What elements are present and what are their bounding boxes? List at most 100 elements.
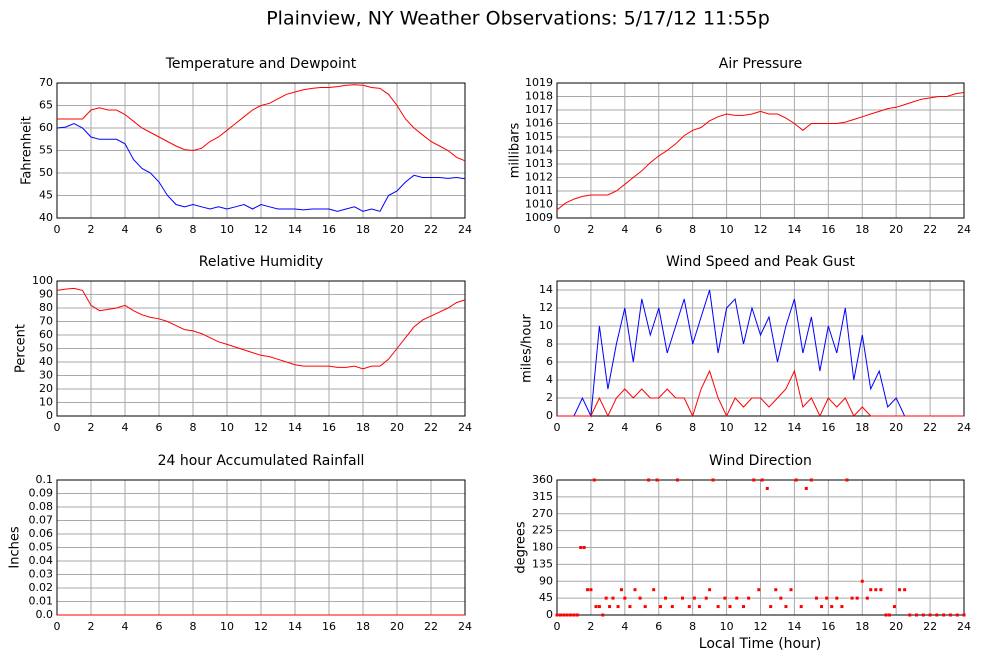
- y-tick-label: 2: [546, 391, 553, 404]
- scatter-point: [655, 478, 659, 482]
- x-tick-label: 10: [220, 223, 234, 236]
- x-tick-label: 6: [156, 620, 163, 633]
- subplot-title: Wind Direction: [709, 453, 812, 469]
- x-tick-label: 22: [424, 223, 438, 236]
- x-tick-label: 2: [88, 421, 95, 434]
- x-tick-label: 16: [821, 620, 835, 633]
- scatter-point: [569, 613, 573, 617]
- y-axis-label: Fahrenheit: [20, 116, 35, 185]
- y-tick-label: 45: [39, 189, 53, 202]
- y-tick-label: 65: [39, 99, 53, 112]
- scatter-point: [633, 588, 637, 592]
- y-tick-label: 1016: [525, 117, 553, 130]
- x-tick-label: 14: [288, 223, 302, 236]
- scatter-point: [628, 605, 632, 609]
- x-tick-label: 8: [689, 223, 696, 236]
- scatter-point: [955, 613, 959, 617]
- y-tick-label: 1011: [525, 184, 553, 197]
- x-tick-label: 24: [458, 223, 472, 236]
- scatter-point: [670, 605, 674, 609]
- x-tick-label: 18: [356, 421, 370, 434]
- scatter-point: [697, 605, 701, 609]
- x-tick-label: 20: [390, 620, 404, 633]
- y-tick-label: 1009: [525, 211, 553, 224]
- x-tick-label: 14: [288, 421, 302, 434]
- y-tick-label: 14: [539, 283, 553, 296]
- y-tick-label: 0: [546, 409, 553, 422]
- scatter-point: [892, 605, 896, 609]
- x-tick-label: 8: [689, 421, 696, 434]
- scatter-point: [742, 605, 746, 609]
- series-line: [557, 369, 964, 418]
- scatter-point: [687, 605, 691, 609]
- x-tick-label: 0: [554, 223, 561, 236]
- scatter-point: [723, 596, 727, 600]
- y-tick-label: 45: [539, 591, 553, 604]
- x-tick-label: 6: [655, 421, 662, 434]
- y-tick-label: 0.08: [29, 500, 54, 513]
- x-tick-label: 16: [322, 620, 336, 633]
- x-tick-label: 10: [720, 620, 734, 633]
- scatter-point: [711, 478, 715, 482]
- y-tick-label: 0.04: [29, 554, 54, 567]
- scatter-point: [825, 596, 829, 600]
- x-tick-label: 22: [923, 223, 937, 236]
- y-tick-label: 0.07: [29, 514, 54, 527]
- y-tick-label: 55: [39, 144, 53, 157]
- scatter-point: [704, 596, 708, 600]
- y-tick-label: 4: [546, 373, 553, 386]
- x-tick-label: 20: [889, 223, 903, 236]
- scatter-point: [887, 613, 891, 617]
- y-tick-label: 0.01: [29, 595, 54, 608]
- scatter-point: [716, 605, 720, 609]
- scatter-point: [623, 596, 627, 600]
- x-tick-label: 10: [720, 421, 734, 434]
- scatter-point: [921, 613, 925, 617]
- x-tick-label: 16: [322, 223, 336, 236]
- scatter-point: [874, 588, 878, 592]
- scatter-point: [779, 596, 783, 600]
- scatter-point: [962, 613, 966, 617]
- y-tick-label: 100: [32, 274, 53, 287]
- y-tick-label: 90: [39, 288, 53, 301]
- scatter-point: [562, 613, 566, 617]
- y-tick-label: 0.06: [29, 527, 54, 540]
- x-tick-label: 18: [855, 620, 869, 633]
- subplot: 24 hour Accumulated Rainfall0.00.010.020…: [8, 453, 473, 633]
- scatter-point: [555, 613, 559, 617]
- x-tick-label: 20: [390, 223, 404, 236]
- scatter-point: [809, 478, 813, 482]
- y-tick-label: 50: [39, 342, 53, 355]
- x-tick-label: 2: [88, 223, 95, 236]
- x-tick-label: 0: [54, 421, 61, 434]
- x-tick-label: 6: [156, 421, 163, 434]
- x-tick-label: 2: [587, 620, 594, 633]
- y-tick-label: 90: [539, 574, 553, 587]
- x-tick-label: 22: [923, 421, 937, 434]
- x-tick-label: 6: [655, 223, 662, 236]
- x-tick-label: 2: [88, 620, 95, 633]
- scatter-point: [884, 613, 888, 617]
- x-tick-label: 20: [889, 620, 903, 633]
- scatter-point: [879, 588, 883, 592]
- y-tick-label: 1017: [525, 103, 553, 116]
- y-tick-label: 180: [532, 541, 553, 554]
- scatter-point: [652, 588, 656, 592]
- y-tick-label: 270: [532, 507, 553, 520]
- scatter-point: [898, 588, 902, 592]
- x-tick-label: 12: [254, 223, 268, 236]
- scatter-point: [735, 596, 739, 600]
- x-tick-label: 0: [554, 421, 561, 434]
- scatter-point: [558, 613, 562, 617]
- x-tick-label: 8: [190, 620, 197, 633]
- scatter-point: [586, 588, 590, 592]
- x-tick-label: 6: [655, 620, 662, 633]
- scatter-point: [865, 596, 869, 600]
- x-tick-label: 12: [254, 620, 268, 633]
- y-axis-label: degrees: [514, 521, 529, 574]
- scatter-point: [794, 478, 798, 482]
- series-line: [56, 287, 466, 370]
- subplot-title: Air Pressure: [719, 56, 802, 72]
- scatter-point: [855, 596, 859, 600]
